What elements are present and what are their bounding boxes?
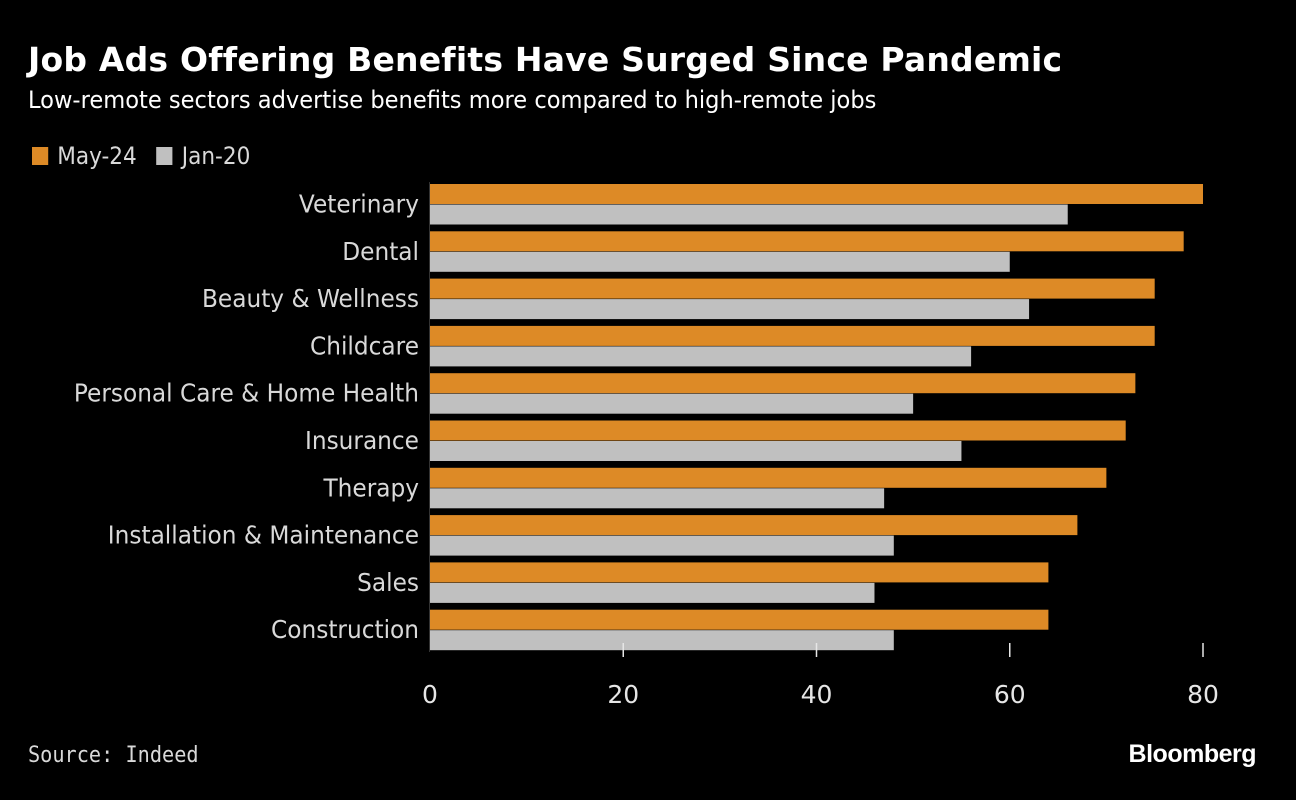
x-tick-label-60: 60 bbox=[994, 680, 1026, 709]
category-label-construction: Construction bbox=[271, 615, 419, 644]
source-note: Source: Indeed bbox=[28, 743, 199, 768]
bar-veterinary-may-24 bbox=[430, 184, 1203, 204]
bar-therapy-may-24 bbox=[430, 467, 1107, 488]
bar-insurance-may-24 bbox=[430, 420, 1126, 441]
x-tick-label-40: 40 bbox=[801, 680, 833, 709]
category-label-dental: Dental bbox=[342, 237, 419, 266]
x-tick-label-80: 80 bbox=[1187, 680, 1219, 709]
bar-sales-may-24 bbox=[430, 562, 1049, 583]
bar-childcare-jan-20 bbox=[430, 346, 972, 367]
bar-personal-care-home-health-may-24 bbox=[430, 373, 1136, 394]
bar-installation-maintenance-may-24 bbox=[430, 515, 1078, 536]
category-label-insurance: Insurance bbox=[305, 426, 419, 455]
legend-item-may-24: May-24 bbox=[32, 142, 137, 170]
bar-dental-may-24 bbox=[430, 231, 1184, 252]
legend-label-jan-20: Jan-20 bbox=[181, 142, 251, 170]
category-label-sales: Sales bbox=[357, 568, 419, 597]
bar-personal-care-home-health-jan-20 bbox=[430, 393, 914, 414]
legend-item-jan-20: Jan-20 bbox=[156, 142, 251, 170]
chart-subtitle: Low-remote sectors advertise benefits mo… bbox=[28, 86, 877, 114]
x-tick-label-20: 20 bbox=[607, 680, 639, 709]
bar-construction-jan-20 bbox=[430, 630, 894, 651]
bar-installation-maintenance-jan-20 bbox=[430, 535, 894, 556]
category-label-personal-care-home-health: Personal Care & Home Health bbox=[74, 379, 419, 408]
bar-construction-may-24 bbox=[430, 609, 1049, 630]
legend-swatch-jan-20 bbox=[156, 147, 173, 165]
category-label-therapy: Therapy bbox=[323, 474, 419, 503]
bar-sales-jan-20 bbox=[430, 582, 875, 603]
legend-label-may-24: May-24 bbox=[57, 142, 137, 170]
bar-dental-jan-20 bbox=[430, 251, 1010, 272]
bar-therapy-jan-20 bbox=[430, 488, 885, 509]
legend-swatch-may-24 bbox=[32, 147, 49, 165]
bar-beauty-wellness-may-24 bbox=[430, 278, 1155, 299]
bloomberg-logo: Bloomberg bbox=[1128, 740, 1257, 768]
category-label-installation-maintenance: Installation & Maintenance bbox=[108, 521, 419, 550]
bar-childcare-may-24 bbox=[430, 325, 1155, 346]
bar-beauty-wellness-jan-20 bbox=[430, 299, 1030, 320]
bar-insurance-jan-20 bbox=[430, 441, 962, 461]
chart-title: Job Ads Offering Benefits Have Surged Si… bbox=[28, 40, 1063, 79]
category-label-veterinary: Veterinary bbox=[299, 190, 419, 219]
bar-veterinary-jan-20 bbox=[430, 204, 1068, 225]
category-label-beauty-wellness: Beauty & Wellness bbox=[202, 284, 419, 313]
category-label-childcare: Childcare bbox=[310, 332, 419, 361]
x-tick-label-0: 0 bbox=[422, 680, 438, 709]
legend: May-24 Jan-20 bbox=[32, 142, 270, 170]
